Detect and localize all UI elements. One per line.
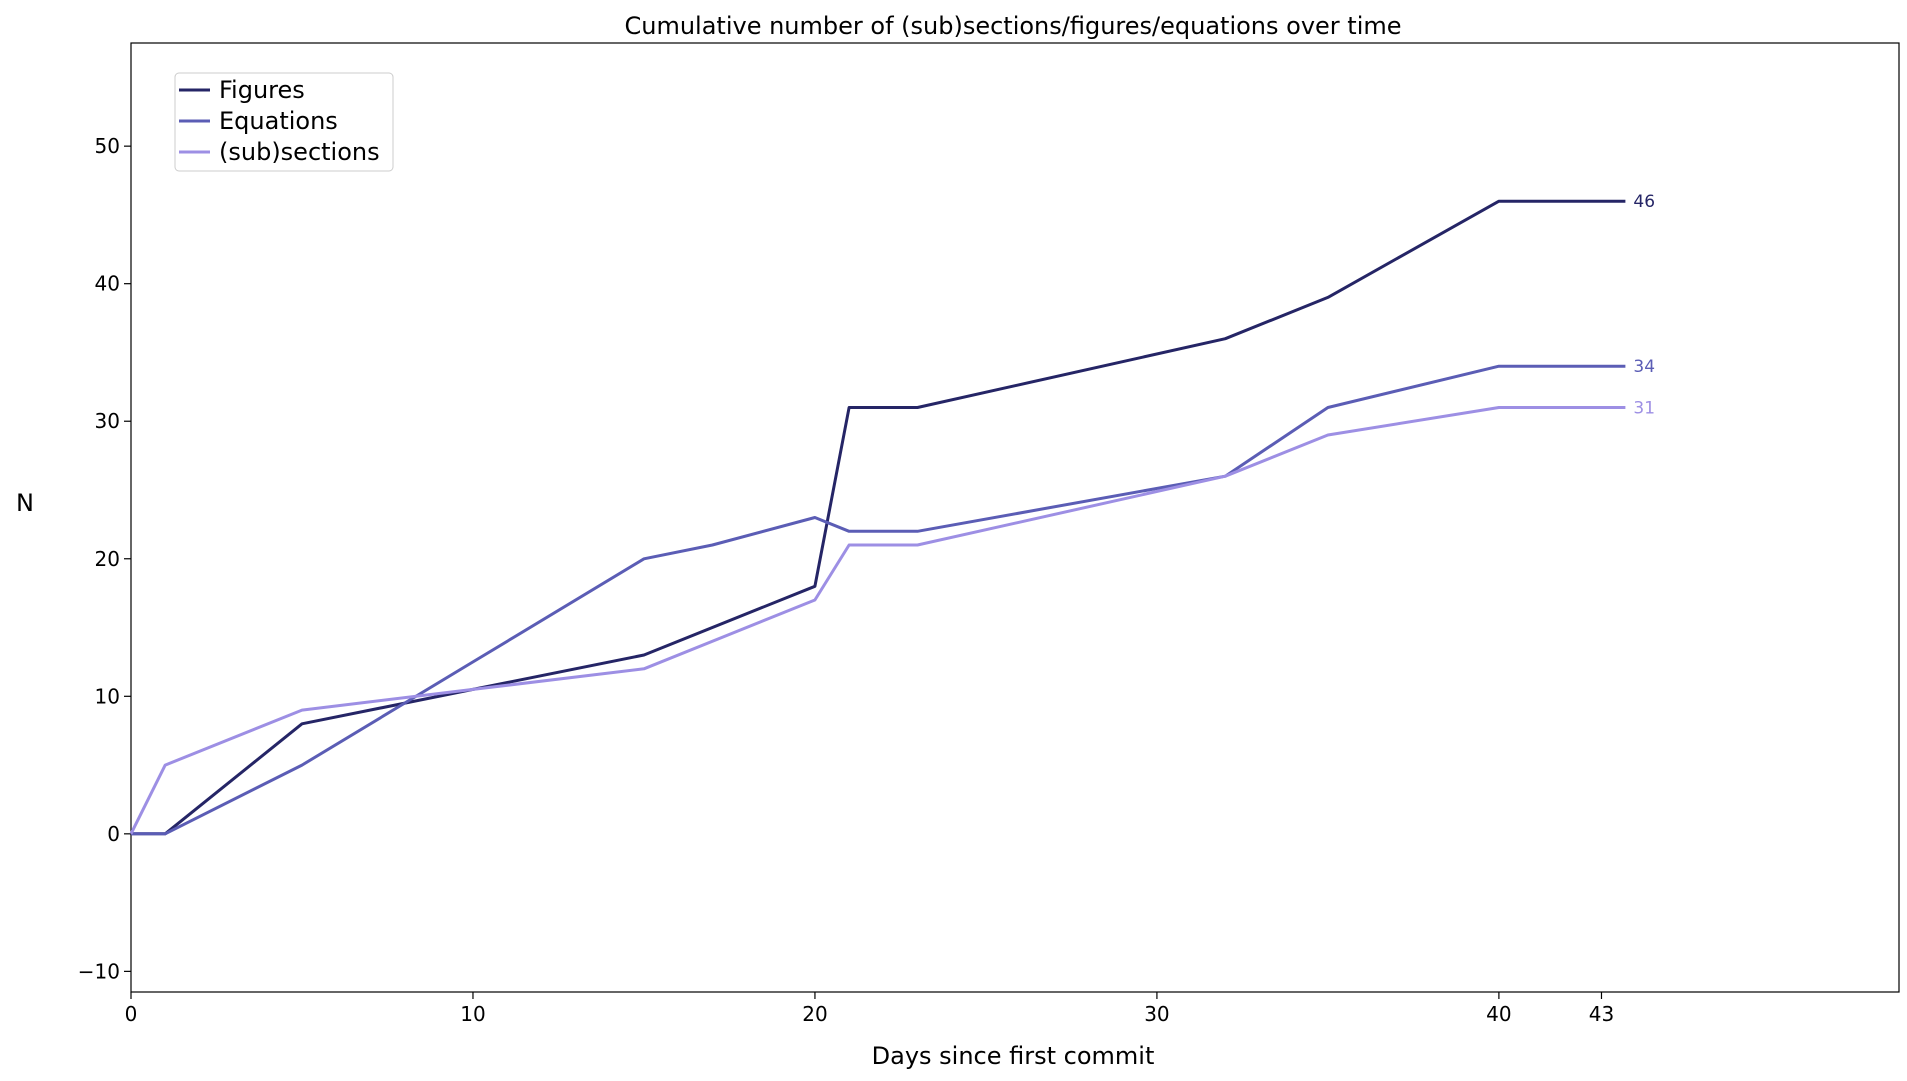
y-axis-label: N — [16, 489, 34, 517]
x-tick-label: 40 — [1486, 1002, 1511, 1026]
x-tick-label: 30 — [1144, 1002, 1169, 1026]
y-tick-label: −10 — [78, 959, 120, 983]
legend-label-subsections: (sub)sections — [219, 138, 380, 166]
x-tick-label: 20 — [802, 1002, 827, 1026]
end-label-figures: 46 — [1633, 192, 1655, 212]
series-line-subsections — [129, 406, 1626, 835]
y-tick-label: 50 — [95, 134, 120, 158]
x-tick-label: 10 — [460, 1002, 485, 1026]
chart-title: Cumulative number of (sub)sections/figur… — [624, 12, 1401, 40]
legend: Figures Equations (sub)sections — [174, 72, 394, 172]
series-line-figures — [131, 199, 1626, 836]
x-axis-label: Days since first commit — [872, 1042, 1155, 1070]
y-tick-label: 20 — [95, 547, 120, 571]
legend-box — [174, 72, 394, 172]
x-tick-label: 43 — [1589, 1002, 1614, 1026]
plot-area — [130, 42, 1900, 993]
series-line-equations — [131, 364, 1626, 836]
legend-label-figures: Figures — [219, 76, 305, 104]
end-label-subsections: 31 — [1633, 398, 1655, 418]
y-axis: −10 0 10 20 30 40 50 — [78, 134, 131, 983]
series-lines — [129, 199, 1626, 836]
end-label-equations: 34 — [1633, 357, 1655, 377]
x-axis: 0 10 20 30 40 43 — [125, 992, 1614, 1026]
x-tick-label: 0 — [125, 1002, 138, 1026]
y-tick-label: 40 — [95, 272, 120, 296]
y-tick-label: 0 — [107, 822, 120, 846]
end-labels: 46 34 31 — [1633, 192, 1655, 418]
y-tick-label: 30 — [95, 409, 120, 433]
y-tick-label: 10 — [95, 684, 120, 708]
legend-label-equations: Equations — [219, 107, 338, 135]
